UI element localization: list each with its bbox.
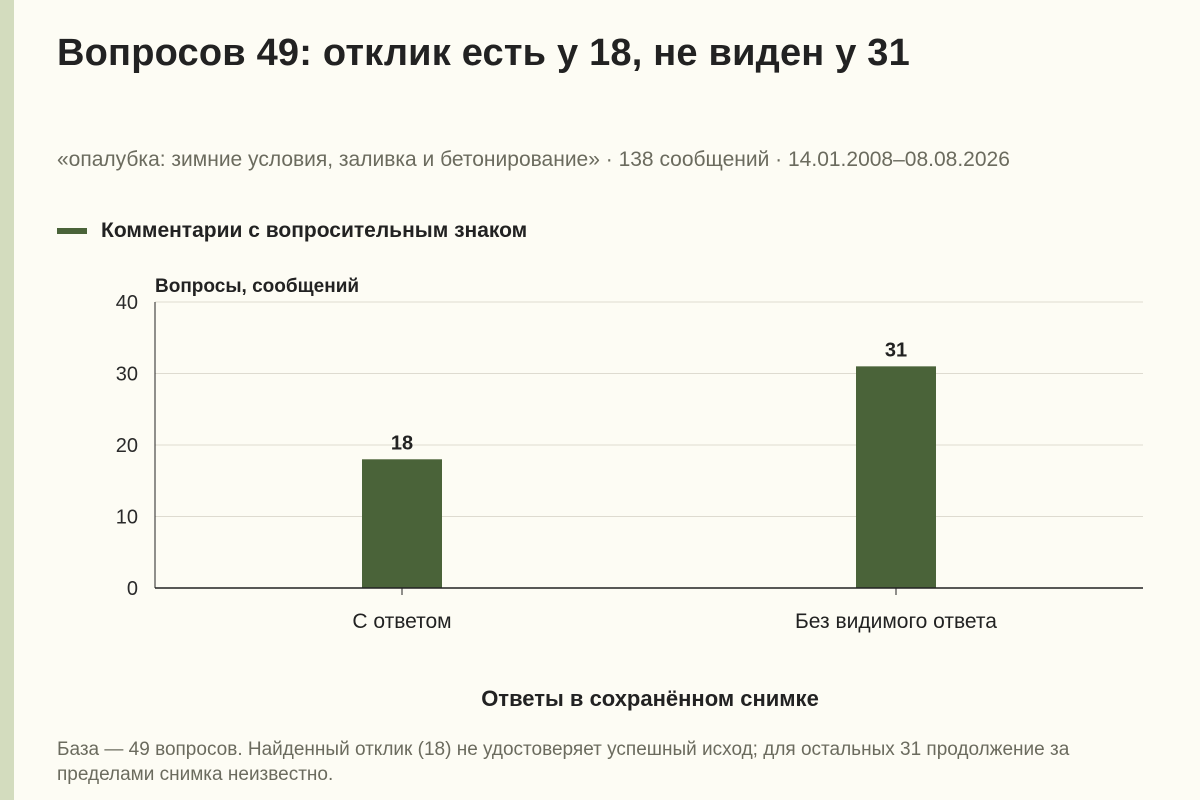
x-axis-label: Ответы в сохранённом снимке: [481, 686, 819, 711]
y-tick-label: 0: [127, 578, 138, 600]
x-category-label: С ответом: [352, 610, 451, 633]
y-tick-label: 20: [116, 435, 138, 457]
bar-value-label: 31: [885, 339, 907, 361]
y-tick-label: 40: [116, 292, 138, 314]
legend-swatch: [57, 228, 87, 234]
bar: [362, 459, 442, 588]
x-category-label: Без видимого ответа: [795, 610, 997, 633]
legend: Комментарии с вопросительным знаком: [57, 219, 527, 243]
y-tick-label: 10: [116, 507, 138, 529]
left-accent-stripe: [0, 0, 14, 800]
chart-title: Вопросов 49: отклик есть у 18, не виден …: [57, 32, 910, 74]
bar: [856, 366, 936, 588]
grid-lines: [155, 301, 1143, 517]
chart-subtitle: «опалубка: зимние условия, заливка и бет…: [57, 148, 1010, 171]
legend-label: Комментарии с вопросительным знаком: [101, 219, 528, 242]
y-axis-label: Вопросы, сообщений: [155, 276, 359, 297]
y-tick-label: 30: [116, 364, 138, 386]
bar-value-label: 18: [391, 432, 413, 454]
axes: 0 10 20 30 40 С ответом Без видимого ответа: [116, 292, 1143, 633]
footnote: База — 49 вопросов. Найденный отклик (18…: [57, 739, 1070, 785]
